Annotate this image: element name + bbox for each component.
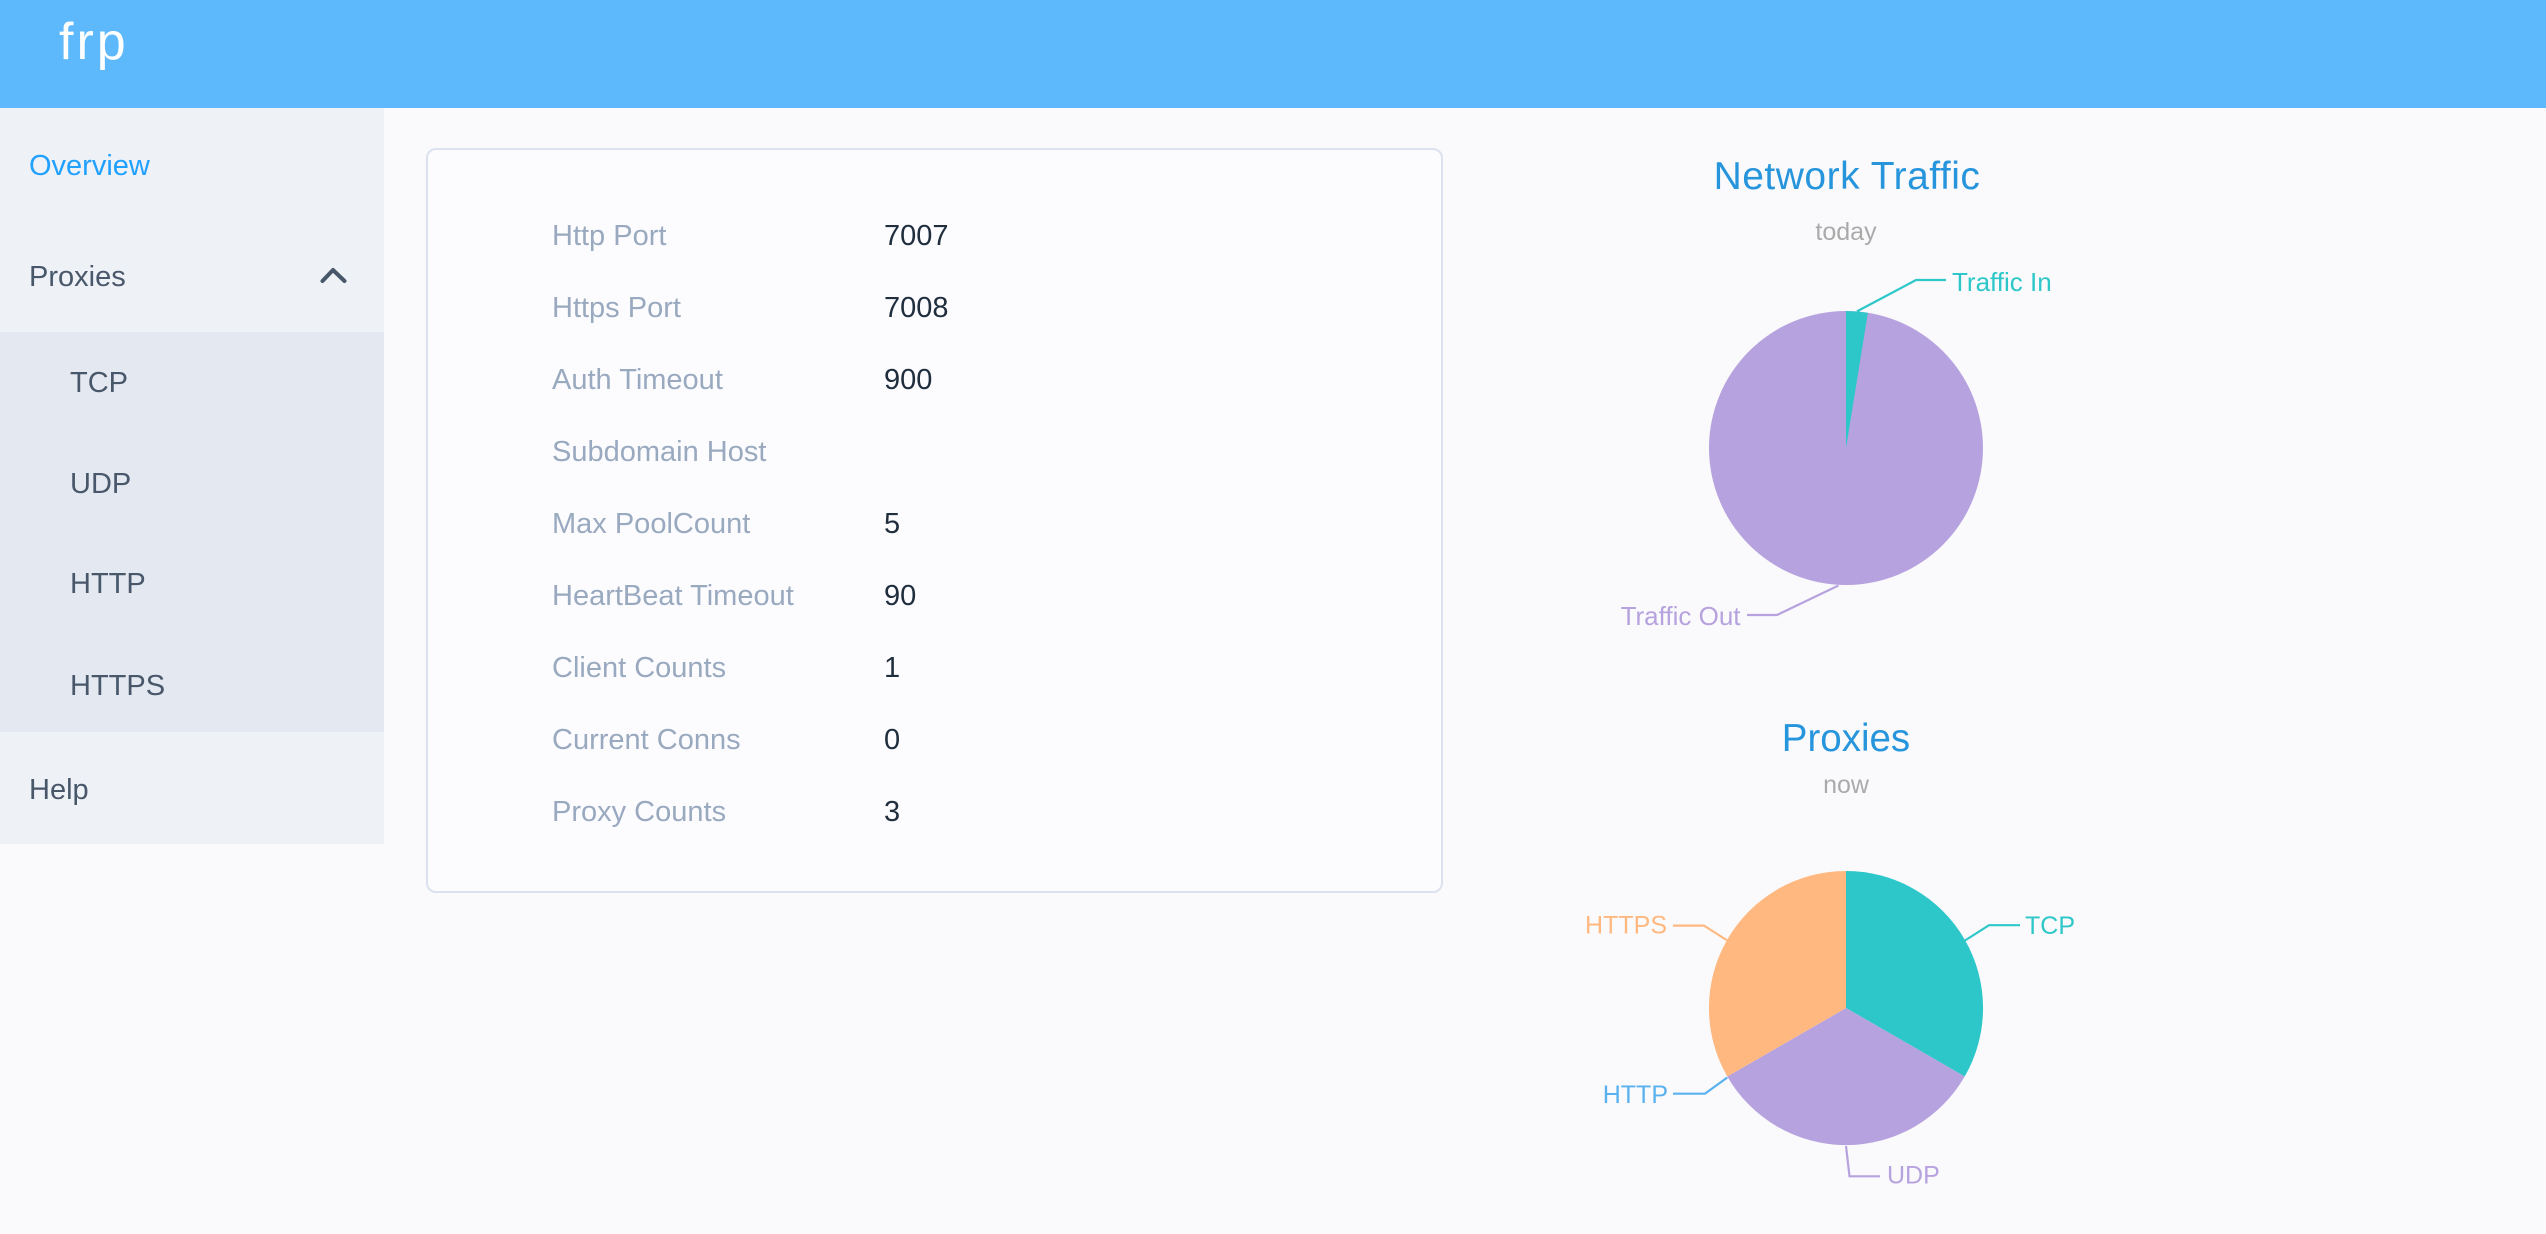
svg-text:now: now [1823, 771, 1870, 799]
svg-text:Proxies: Proxies [1782, 717, 1910, 760]
svg-text:Traffic Out: Traffic Out [1621, 601, 1742, 631]
svg-text:TCP: TCP [2025, 912, 2075, 940]
svg-text:HTTPS: HTTPS [1585, 912, 1667, 940]
svg-text:Traffic In: Traffic In [1952, 267, 2052, 297]
svg-text:HTTP: HTTP [1603, 1081, 1668, 1109]
svg-text:today: today [1815, 218, 1877, 246]
svg-text:Network Traffic: Network Traffic [1714, 155, 1981, 198]
svg-text:UDP: UDP [1887, 1162, 1940, 1190]
